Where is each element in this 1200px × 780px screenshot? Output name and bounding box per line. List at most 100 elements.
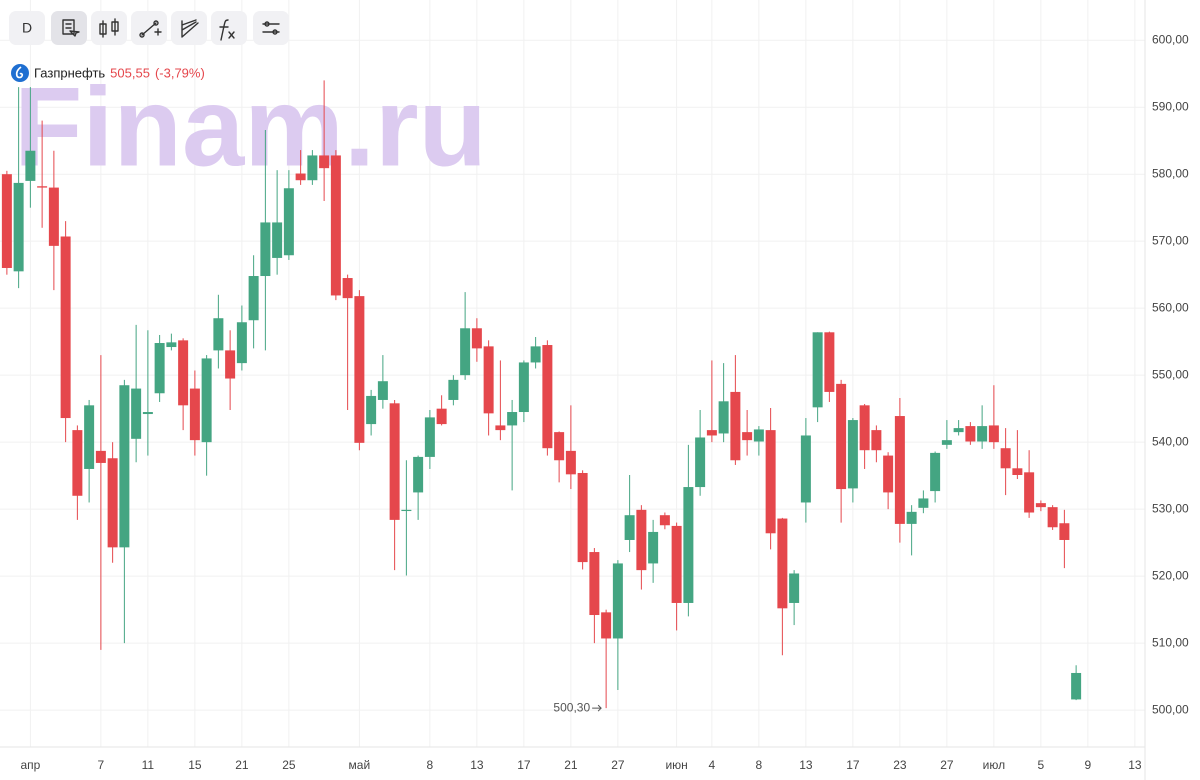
candle-body [460, 328, 471, 376]
candle-body [471, 328, 482, 349]
fib-icon [181, 19, 199, 38]
candle-body [131, 388, 142, 439]
candle-body [389, 403, 400, 520]
candle-body [894, 416, 905, 524]
candle-body [260, 222, 271, 277]
candle-body [695, 437, 706, 488]
candle-body [918, 498, 929, 508]
x-tick-label: 8 [756, 758, 763, 772]
y-tick-label: 510,00 [1152, 635, 1189, 649]
candle-body [636, 509, 647, 571]
candle-body [307, 155, 318, 181]
candle-body [366, 395, 377, 425]
y-tick-label: 570,00 [1152, 233, 1189, 247]
y-tick-label: 530,00 [1152, 501, 1189, 515]
watermark: Finam.ru [14, 65, 487, 190]
candle-body [236, 322, 247, 364]
candle-body [601, 612, 612, 639]
candle-body [295, 173, 306, 181]
indicators-icon [219, 19, 235, 41]
candle-body [319, 155, 330, 169]
y-tick-label: 590,00 [1152, 99, 1189, 113]
interval-label: D [22, 20, 32, 36]
candle-body [1035, 503, 1046, 508]
candle-body [413, 456, 424, 493]
x-tick-label: 25 [282, 758, 296, 772]
y-tick-label: 560,00 [1152, 300, 1189, 314]
settings-icon [262, 21, 280, 35]
price-change: (-3,79%) [155, 65, 205, 80]
x-tick-label: 17 [517, 758, 531, 772]
x-tick-label: 4 [709, 758, 716, 772]
x-tick-label: 8 [427, 758, 434, 772]
candle-body [448, 379, 459, 400]
candle-body [718, 401, 729, 434]
y-tick-label: 600,00 [1152, 32, 1189, 46]
candle-body [1071, 672, 1082, 700]
interval-button[interactable] [9, 11, 45, 45]
candle-body [1000, 448, 1011, 469]
x-tick-label: 27 [611, 758, 625, 772]
candle-body [953, 428, 964, 433]
candle-body [37, 186, 48, 188]
candle-body [753, 429, 764, 442]
candle-body [178, 340, 189, 406]
y-tick-label: 500,00 [1152, 702, 1189, 716]
candle-body [554, 432, 565, 461]
candle-body [683, 487, 694, 603]
candle-body [883, 455, 894, 493]
candle-body [612, 563, 623, 639]
candle-body [330, 155, 341, 296]
candle-body [800, 435, 811, 503]
candle-body [60, 236, 71, 419]
candle-body [72, 430, 83, 496]
candle-body [977, 426, 988, 442]
y-tick-label: 520,00 [1152, 568, 1189, 582]
candle-body [518, 362, 529, 413]
candle-body [424, 417, 435, 457]
candle-body [1059, 523, 1070, 540]
candle-body [824, 332, 835, 392]
candle-body [1012, 468, 1023, 475]
candle-body [507, 412, 518, 426]
candle-body [789, 573, 800, 603]
candles [1, 80, 1082, 709]
candle-body [765, 430, 776, 534]
draw-line-button[interactable] [131, 11, 167, 45]
candle-body [84, 405, 95, 469]
candle-body [565, 450, 576, 475]
annotation-label: 500,30 [553, 700, 590, 714]
candle-body [706, 430, 717, 436]
candle-body [25, 150, 36, 181]
candle-body [354, 296, 365, 443]
candle-body [965, 426, 976, 442]
x-tick-label: 7 [98, 758, 105, 772]
settings-button[interactable] [253, 11, 289, 45]
candle-body [988, 425, 999, 443]
x-tick-label: 17 [846, 758, 860, 772]
candle-body [542, 345, 553, 449]
x-tick-label: 13 [799, 758, 813, 772]
candle-body [906, 511, 917, 524]
candle-body [530, 346, 541, 363]
last-price: 505,55 [110, 65, 150, 80]
candle-body [201, 358, 212, 443]
candle-body [812, 332, 823, 408]
candle-body [624, 515, 635, 540]
candle-body [377, 381, 388, 400]
indicators-button[interactable] [211, 11, 247, 45]
candle-body [48, 187, 59, 246]
candle-body [659, 515, 670, 526]
candle-body [1, 174, 12, 268]
candle-body [777, 518, 788, 609]
y-tick-label: 550,00 [1152, 367, 1189, 381]
candle-body [225, 350, 236, 379]
candles-button[interactable] [91, 11, 127, 45]
candle-body [401, 509, 412, 512]
fib-button[interactable] [171, 11, 207, 45]
x-tick-label: 21 [564, 758, 578, 772]
candle-body [871, 430, 882, 451]
x-tick-label: май [349, 758, 371, 772]
candle-body [648, 531, 659, 564]
candle-body [342, 278, 353, 299]
